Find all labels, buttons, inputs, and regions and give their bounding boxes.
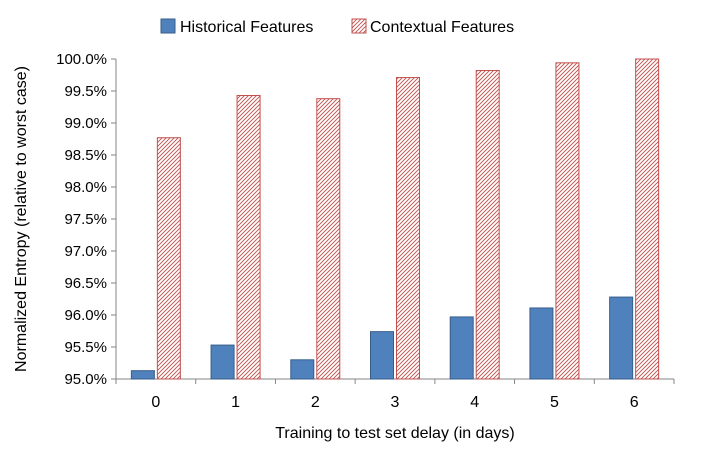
x-tick-label: 2 (311, 394, 320, 411)
legend-label-contextual: Contextual Features (370, 19, 514, 36)
legend-label-historical: Historical Features (180, 19, 313, 36)
bar-historical-features (370, 331, 394, 380)
bars-group (130, 58, 660, 380)
legend-swatch-historical (160, 18, 176, 34)
y-tick-label: 97.5% (64, 211, 107, 228)
legend-item-contextual-features: Contextual Features (351, 18, 514, 36)
y-tick-label: 95.5% (64, 339, 107, 356)
bar-contextual-features (396, 77, 420, 380)
y-axis-ticks: 95.0% 95.5% 96.0% 96.5% 97.0% 97.5% 98.0% 98.5%… (56, 51, 116, 388)
bar-contextual-features (236, 94, 261, 380)
bar-contextual-features (316, 98, 341, 380)
x-axis-ticks: 0 1 2 3 4 5 6 (115, 379, 675, 411)
y-tick-label: 97.0% (64, 243, 107, 260)
y-tick-label: 96.5% (64, 275, 107, 292)
y-tick-label: 99.5% (64, 83, 107, 100)
y-tick-label: 96.0% (64, 307, 107, 324)
y-tick-label: 100.0% (56, 51, 107, 68)
x-tick-label: 3 (391, 394, 400, 411)
bar-historical-features (290, 359, 315, 380)
x-tick-label: 1 (231, 394, 240, 411)
legend-item-historical-features: Historical Features (160, 18, 313, 36)
bar-historical-features (609, 296, 634, 380)
y-tick-label: 98.5% (64, 147, 107, 164)
bar-historical-features (210, 344, 235, 380)
bar-historical-features (130, 370, 155, 380)
x-tick-label: 5 (550, 394, 559, 411)
bar-contextual-features (475, 70, 500, 380)
x-tick-label: 0 (151, 394, 160, 411)
legend-swatch-contextual (351, 18, 367, 34)
x-tick-label: 6 (630, 394, 639, 411)
y-axis-title: Normalized Entropy (relative to worst ca… (13, 66, 30, 372)
legend: Historical Features Contextual Features (160, 18, 514, 36)
y-tick-label: 98.0% (64, 179, 107, 196)
x-tick-label: 4 (470, 394, 479, 411)
bar-contextual-features (555, 62, 580, 380)
x-axis-title: Training to test set delay (in days) (275, 425, 515, 442)
bar-contextual-features (635, 58, 660, 380)
y-tick-label: 99.0% (64, 115, 107, 132)
bar-historical-features (449, 316, 474, 380)
y-tick-label: 95.0% (64, 371, 107, 388)
bar-historical-features (529, 307, 554, 380)
bar-contextual-features (156, 137, 181, 380)
